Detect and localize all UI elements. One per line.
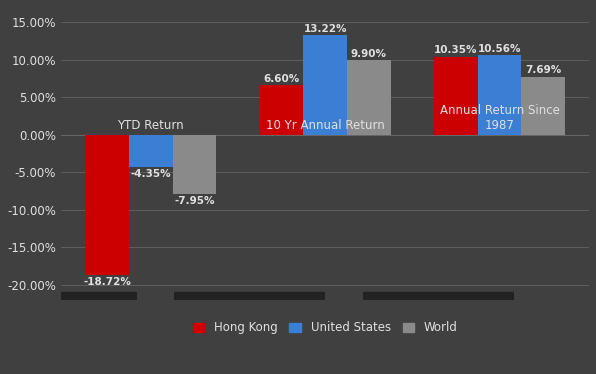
Text: 9.90%: 9.90% [351, 49, 387, 59]
Text: 6.60%: 6.60% [263, 74, 300, 83]
Bar [478, 55, 522, 135]
Text: -4.35%: -4.35% [131, 169, 171, 179]
Bar [303, 35, 347, 135]
Bar [173, 135, 216, 194]
Bar [85, 135, 129, 275]
Text: -7.95%: -7.95% [174, 196, 215, 206]
Text: 10.56%: 10.56% [478, 44, 522, 54]
Bar [260, 85, 303, 135]
Bar [434, 57, 478, 135]
Text: -18.72%: -18.72% [83, 277, 131, 287]
Text: Annual Return Since
1987: Annual Return Since 1987 [440, 104, 560, 132]
Text: 10 Yr Annual Return: 10 Yr Annual Return [266, 119, 384, 132]
Text: 7.69%: 7.69% [525, 65, 561, 76]
Text: 13.22%: 13.22% [303, 24, 347, 34]
Legend: Hong Kong, United States, World: Hong Kong, United States, World [189, 318, 461, 338]
Bar [347, 60, 390, 135]
Text: 10.35%: 10.35% [434, 45, 478, 55]
Bar [522, 77, 565, 135]
Bar [129, 135, 173, 167]
Text: YTD Return: YTD Return [117, 119, 184, 132]
